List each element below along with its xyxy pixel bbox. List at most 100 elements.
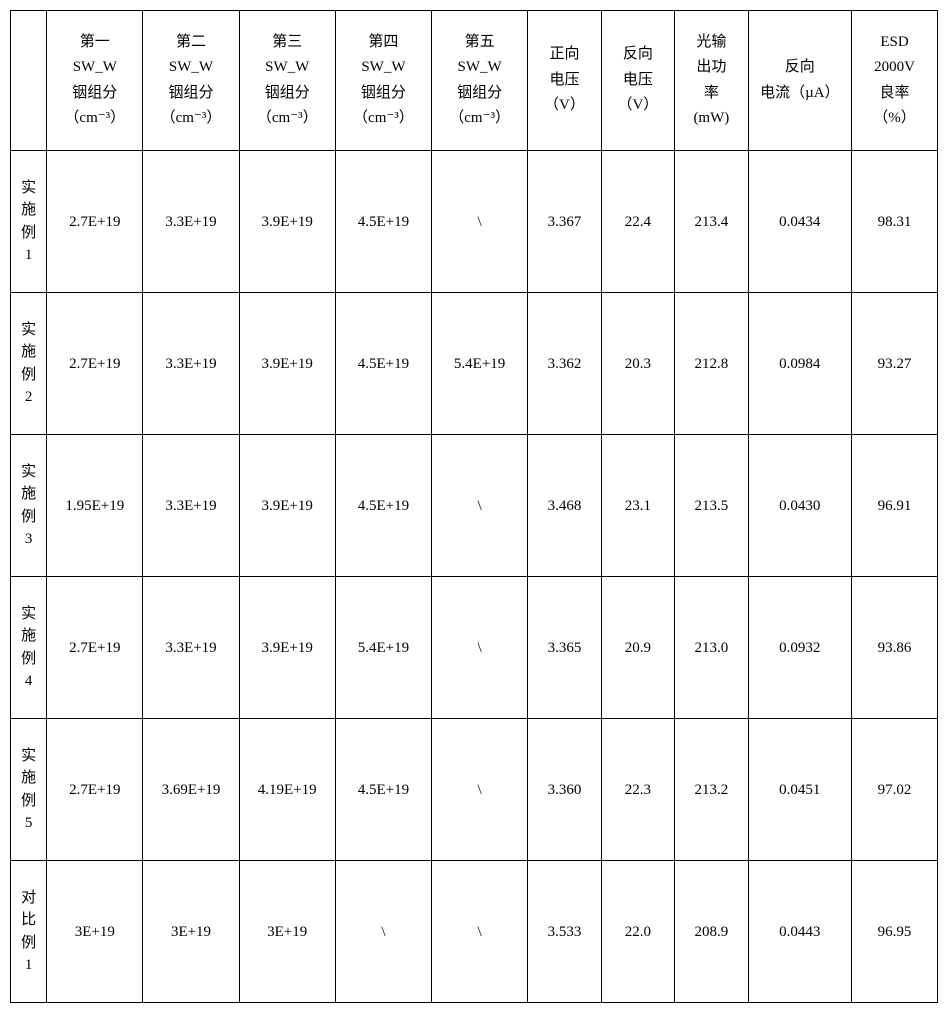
table-cell: 3.9E+19: [239, 293, 335, 435]
row-header-char: 1: [13, 954, 44, 977]
table-cell: 213.0: [675, 577, 748, 719]
header-label: (mW): [693, 110, 729, 126]
column-header: 第四SW_W铟组分（cm⁻³）: [335, 11, 431, 151]
header-label: （cm⁻³）: [449, 110, 510, 126]
table-cell: 96.91: [852, 435, 938, 577]
table-cell: 3.367: [528, 151, 601, 293]
table-cell: 3.9E+19: [239, 435, 335, 577]
header-label: 铟组分: [72, 85, 117, 101]
table-row: 实施例12.7E+193.3E+193.9E+194.5E+19\3.36722…: [11, 151, 938, 293]
row-header-char: 实: [13, 461, 44, 484]
row-header-char: 2: [13, 386, 44, 409]
header-label: ESD: [880, 34, 908, 50]
column-header: 第三 SW_W 铟组分 （cm⁻³）: [239, 11, 335, 151]
header-label: 反向: [623, 46, 653, 62]
column-header: 反向电压 （V）: [601, 11, 674, 151]
table-cell: 4.19E+19: [239, 719, 335, 861]
header-label: 电流（µA）: [760, 85, 839, 101]
header-label: SW_W: [169, 59, 213, 75]
table-cell: 2.7E+19: [47, 577, 143, 719]
table-cell: 0.0443: [748, 861, 851, 1003]
header-label: （V）: [544, 97, 585, 113]
table-cell: 1.95E+19: [47, 435, 143, 577]
table-cell: 22.3: [601, 719, 674, 861]
header-label: SW_W: [265, 59, 309, 75]
row-header: 实施例3: [11, 435, 47, 577]
column-header: [11, 11, 47, 151]
row-header: 对比例1: [11, 861, 47, 1003]
table-cell: 4.5E+19: [335, 151, 431, 293]
table-cell: 3.9E+19: [239, 151, 335, 293]
header-label: 电压: [549, 72, 579, 88]
table-cell: 93.27: [852, 293, 938, 435]
row-header-char: 例: [13, 222, 44, 245]
row-header-char: 施: [13, 199, 44, 222]
table-cell: 3.533: [528, 861, 601, 1003]
row-header-char: 对: [13, 887, 44, 910]
row-header-char: 例: [13, 932, 44, 955]
row-header: 实施例4: [11, 577, 47, 719]
column-header: 反向电流（µA）: [748, 11, 851, 151]
header-label: 出功: [696, 59, 726, 75]
table-cell: 4.5E+19: [335, 293, 431, 435]
header-row: 第一SW_W铟组分（cm⁻³）第二SW_W铟组分（cm⁻³）第三SW_W铟组分（…: [11, 11, 938, 151]
header-label: 第三: [272, 34, 302, 50]
column-header: 第一 SW_W 铟组分 （cm⁻³）: [47, 11, 143, 151]
table-cell: 98.31: [852, 151, 938, 293]
table-cell: 2.7E+19: [47, 719, 143, 861]
row-header-char: 实: [13, 745, 44, 768]
table-cell: 3E+19: [47, 861, 143, 1003]
data-table: 第一SW_W铟组分（cm⁻³）第二SW_W铟组分（cm⁻³）第三SW_W铟组分（…: [10, 10, 938, 1003]
column-header: ESD2000V良率（%）: [852, 11, 938, 151]
table-cell: 3.362: [528, 293, 601, 435]
header-label: 第一: [80, 34, 110, 50]
row-header-char: 施: [13, 341, 44, 364]
table-cell: \: [432, 861, 528, 1003]
table-cell: 2.7E+19: [47, 293, 143, 435]
header-label: （cm⁻³）: [64, 110, 125, 126]
header-label: SW_W: [73, 59, 117, 75]
table-cell: 20.3: [601, 293, 674, 435]
header-label: （cm⁻³）: [257, 110, 318, 126]
row-header: 实施例1: [11, 151, 47, 293]
header-label: （cm⁻³）: [161, 110, 222, 126]
table-cell: 4.5E+19: [335, 719, 431, 861]
table-cell: 0.0932: [748, 577, 851, 719]
table-cell: 22.4: [601, 151, 674, 293]
table-row: 实施例42.7E+193.3E+193.9E+195.4E+19\3.36520…: [11, 577, 938, 719]
table-row: 对比例13E+193E+193E+19\\3.53322.0208.90.044…: [11, 861, 938, 1003]
header-label: 铟组分: [361, 85, 406, 101]
table-cell: 0.0984: [748, 293, 851, 435]
table-cell: 3.9E+19: [239, 577, 335, 719]
table-cell: 213.4: [675, 151, 748, 293]
table-cell: 3.3E+19: [143, 293, 239, 435]
table-cell: 0.0434: [748, 151, 851, 293]
table-cell: 23.1: [601, 435, 674, 577]
row-header-char: 施: [13, 483, 44, 506]
header-label: （V）: [617, 97, 658, 113]
header-label: 铟组分: [457, 85, 502, 101]
table-cell: \: [432, 719, 528, 861]
table-cell: 3.3E+19: [143, 151, 239, 293]
table-cell: 3.365: [528, 577, 601, 719]
header-label: 铟组分: [265, 85, 310, 101]
table-cell: 96.95: [852, 861, 938, 1003]
table-cell: 5.4E+19: [335, 577, 431, 719]
row-header-char: 4: [13, 670, 44, 693]
table-cell: 4.5E+19: [335, 435, 431, 577]
table-cell: 213.5: [675, 435, 748, 577]
table-cell: \: [432, 577, 528, 719]
table-cell: 22.0: [601, 861, 674, 1003]
row-header-char: 比: [13, 909, 44, 932]
table-cell: 212.8: [675, 293, 748, 435]
table-cell: 0.0451: [748, 719, 851, 861]
row-header-char: 5: [13, 812, 44, 835]
header-label: 电压: [623, 72, 653, 88]
header-label: 第四: [368, 34, 398, 50]
table-header: 第一SW_W铟组分（cm⁻³）第二SW_W铟组分（cm⁻³）第三SW_W铟组分（…: [11, 11, 938, 151]
column-header: 光输出功率(mW): [675, 11, 748, 151]
header-label: 第五: [465, 34, 495, 50]
row-header-char: 实: [13, 603, 44, 626]
header-label: 正向: [549, 46, 579, 62]
table-cell: 0.0430: [748, 435, 851, 577]
